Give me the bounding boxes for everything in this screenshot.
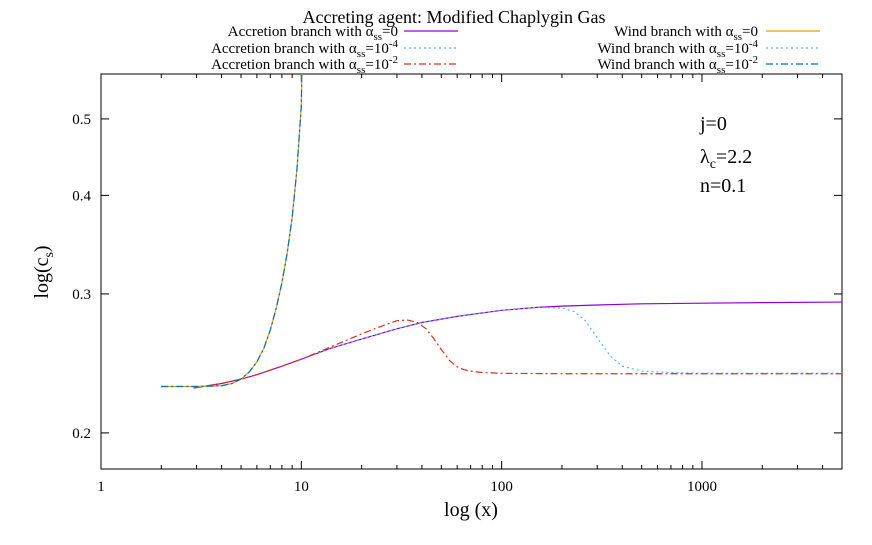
legend-label-3: Wind branch with αss=0	[614, 24, 758, 43]
axis-ticks: 1 10 100 1000 0.2 0.3 0.4 0.5	[72, 74, 843, 495]
legend-label-0: Accretion branch with αss=0	[228, 24, 398, 43]
series-line-0	[193, 301, 842, 389]
annotation-1: λc=2.2	[700, 146, 752, 172]
x-tick-label-2: 100	[490, 479, 513, 495]
series-line-3	[161, 74, 303, 388]
legend-label-2: Accretion branch with αss=10-2	[211, 54, 398, 76]
svg-text:log(cs): log(cs)	[31, 245, 57, 298]
x-tick-label-3: 1000	[687, 479, 717, 495]
y-tick-label-2: 0.4	[72, 188, 91, 204]
y-axis-title-close: )	[31, 245, 53, 252]
series-line-2	[193, 319, 842, 389]
series-line-5	[161, 74, 303, 388]
series-layer	[161, 74, 842, 389]
y-tick-label-3: 0.5	[72, 112, 91, 128]
x-axis-title: log (x)	[444, 499, 498, 521]
legend-label-4: Wind branch with αss=10-4	[597, 38, 758, 60]
legend-label-1: Accretion branch with αss=10-4	[211, 38, 398, 60]
y-tick-label-1: 0.3	[72, 287, 91, 303]
series-line-4	[161, 74, 303, 388]
series-line-1	[193, 306, 842, 389]
chart-title: Accreting agent: Modified Chaplygin Gas	[303, 7, 606, 27]
x-tick-label-1: 10	[294, 479, 309, 495]
x-tick-label-0: 1	[97, 479, 105, 495]
annotation-0: j=0	[699, 113, 727, 135]
y-axis-title: log(cs)	[31, 245, 57, 298]
y-axis-title-sub: s	[42, 252, 57, 257]
legend-label-5: Wind branch with αss=10-2	[597, 54, 758, 76]
annotation-2: n=0.1	[700, 175, 746, 197]
y-tick-label-0: 0.2	[72, 426, 91, 442]
y-axis-title-base: log(c	[31, 257, 53, 298]
plot-frame	[100, 73, 843, 470]
annotations: j=0 λc=2.2 n=0.1	[699, 113, 752, 197]
